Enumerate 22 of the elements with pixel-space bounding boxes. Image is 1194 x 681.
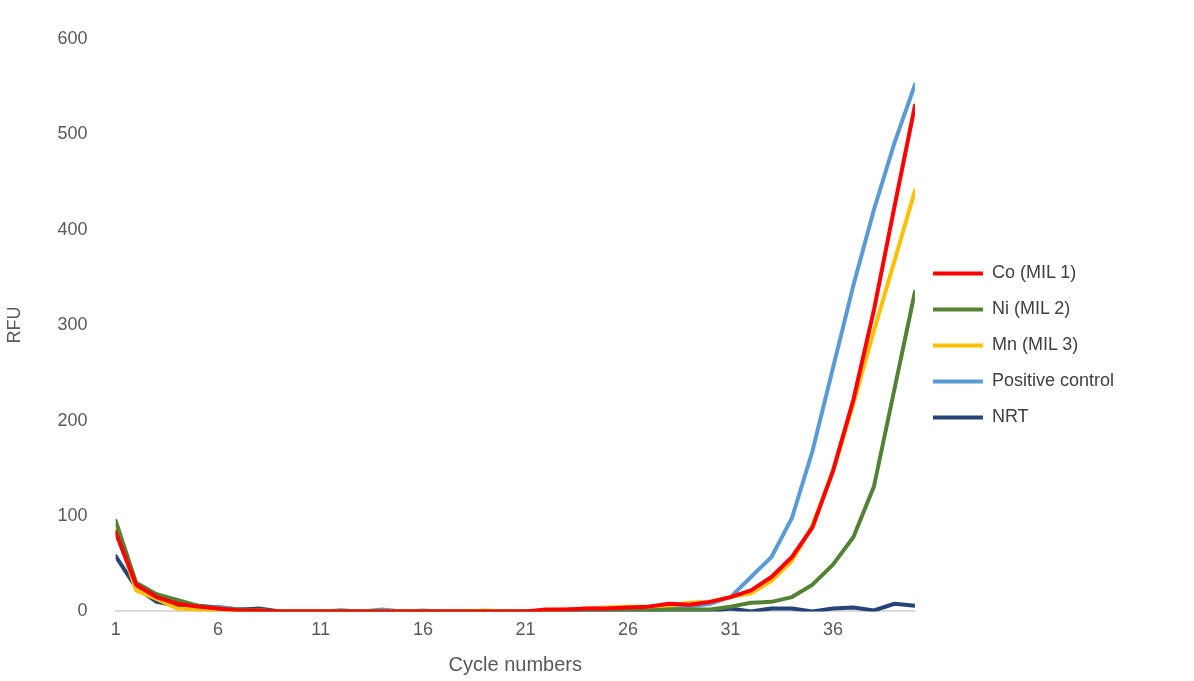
x-tick-label: 11 <box>311 619 330 640</box>
y-tick-label: 400 <box>57 218 88 239</box>
x-tick-label: 1 <box>110 619 121 640</box>
y-axis-title: RFU <box>3 306 24 344</box>
x-tick-label: 16 <box>413 619 434 640</box>
y-tick-label: 100 <box>57 504 88 525</box>
x-axis-title: Cycle numbers <box>448 652 582 675</box>
x-tick-label: 6 <box>213 619 224 640</box>
legend-label: Positive control <box>991 370 1115 391</box>
y-tick-label: 0 <box>77 600 88 621</box>
legend-label: Ni (MIL 2) <box>991 298 1071 319</box>
x-tick-label: 31 <box>720 619 741 640</box>
x-tick-label: 36 <box>822 619 843 640</box>
y-tick-label: 600 <box>57 27 88 48</box>
x-tick-label: 26 <box>618 619 639 640</box>
y-tick-label: 300 <box>57 314 88 335</box>
legend-label: NRT <box>991 406 1029 427</box>
y-tick-label: 500 <box>57 123 88 144</box>
y-tick-label: 200 <box>57 409 88 430</box>
legend-label: Co (MIL 1) <box>991 262 1077 283</box>
legend-label: Mn (MIL 3) <box>991 334 1079 355</box>
x-tick-label: 21 <box>515 619 536 640</box>
